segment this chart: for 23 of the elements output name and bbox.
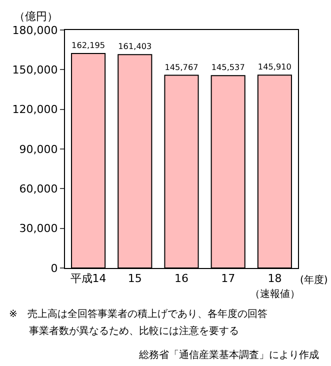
x-tick-label: 17: [221, 272, 236, 286]
x-axis-title: (年度): [300, 274, 328, 286]
data-label: 162,195: [72, 40, 106, 50]
text: 事業者数が異なるため、比較には注意を要する: [9, 325, 239, 337]
y-tick-label: 120,000: [12, 103, 58, 116]
y-tick-label: 0: [50, 262, 58, 275]
data-label: 145,537: [211, 62, 245, 72]
y-axis-title: （億円）: [14, 10, 58, 23]
text: （速報値）: [250, 288, 300, 300]
text: 総務省「通信産業基本調査」により作成: [138, 349, 319, 361]
x-tick-label: 平成14: [70, 272, 106, 286]
y-tick-label: 90,000: [19, 142, 58, 156]
y-tick-label: 150,000: [12, 64, 58, 77]
data-label: 145,910: [258, 62, 292, 72]
data-label: 145,767: [164, 62, 198, 72]
x-tick-label: 18: [268, 272, 282, 286]
x-tick-label: 16: [174, 272, 188, 286]
y-tick-label: 30,000: [19, 222, 58, 236]
text: ※ 売上高は全回答事業者の積上げであり、各年度の回答: [9, 308, 268, 320]
x-tick-label: 15: [128, 272, 142, 286]
y-tick-label: 60,000: [19, 182, 58, 196]
y-tick-label: 180,000: [12, 24, 58, 37]
data-label: 161,403: [118, 41, 152, 52]
